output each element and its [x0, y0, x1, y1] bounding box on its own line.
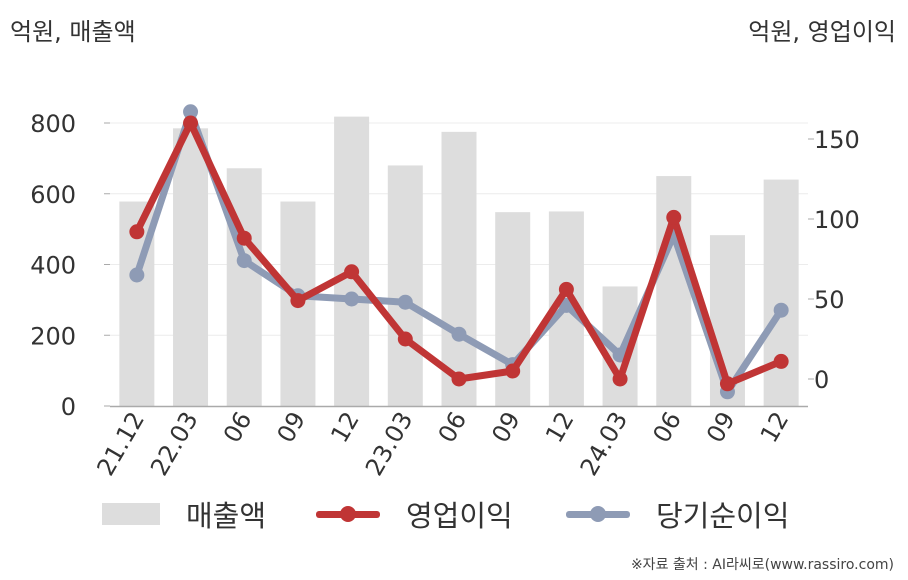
y-right-tick-label: 150 — [814, 126, 860, 154]
bar-revenue — [387, 165, 423, 406]
x-tick-label: 09 — [272, 407, 312, 447]
y-left-tick-label: 0 — [61, 393, 76, 421]
x-tick-label: 23.03 — [360, 407, 419, 481]
point-net-income — [397, 294, 413, 310]
point-operating-profit — [344, 264, 360, 280]
y-left-tick-label: 200 — [30, 322, 76, 350]
x-tick-label: 22.03 — [145, 407, 204, 481]
x-tick-label: 06 — [647, 407, 687, 447]
legend-label-net-income: 당기순이익 — [656, 499, 790, 533]
point-operating-profit — [236, 230, 252, 246]
point-operating-profit — [666, 209, 682, 225]
legend-item-net-income: 당기순이익 — [566, 494, 789, 534]
point-net-income — [773, 302, 789, 318]
bar-revenue — [441, 131, 477, 406]
legend-swatch-revenue — [102, 503, 160, 525]
x-tick-label: 12 — [325, 407, 365, 447]
legend-swatch-net-income — [566, 503, 630, 525]
point-net-income — [129, 267, 145, 283]
x-tick-label: 06 — [218, 407, 258, 447]
y-left-tick-label: 800 — [30, 110, 76, 138]
point-operating-profit — [773, 353, 789, 369]
point-operating-profit — [558, 281, 574, 297]
y-right-tick-label: 0 — [814, 366, 829, 394]
point-operating-profit — [451, 371, 467, 387]
point-operating-profit — [397, 331, 413, 347]
y-right-tick-label: 50 — [814, 286, 845, 314]
bar-revenue — [334, 116, 370, 406]
point-operating-profit — [719, 376, 735, 392]
point-operating-profit — [612, 371, 628, 387]
y-right-tick-label: 100 — [814, 206, 860, 234]
right-axis-unit: 억원, 영업이익 — [748, 18, 896, 46]
x-tick-label: 09 — [701, 407, 741, 447]
point-operating-profit — [505, 363, 521, 379]
legend-item-operating-profit: 영업이익 — [316, 494, 513, 534]
x-tick-label: 12 — [755, 407, 795, 447]
x-tick-label: 09 — [486, 407, 526, 447]
lines — [129, 104, 789, 400]
bars-revenue — [119, 116, 799, 406]
point-net-income — [344, 291, 360, 307]
point-operating-profit — [129, 224, 145, 240]
point-operating-profit — [290, 293, 306, 309]
point-net-income — [183, 104, 199, 120]
y-left-tick-label: 400 — [30, 252, 76, 280]
x-tick-label: 21.12 — [91, 407, 150, 481]
legend-swatch-operating-profit — [316, 503, 380, 525]
x-tick-label: 06 — [433, 407, 473, 447]
bar-revenue — [173, 128, 209, 406]
point-operating-profit — [183, 115, 199, 131]
legend-label-revenue: 매출액 — [186, 499, 267, 533]
x-tick-label: 12 — [540, 407, 580, 447]
left-axis-unit: 억원, 매출액 — [10, 18, 136, 46]
x-tick-label: 24.03 — [575, 407, 634, 481]
legend-item-revenue: 매출액 — [102, 494, 266, 534]
point-net-income — [236, 253, 252, 269]
point-net-income — [451, 326, 467, 342]
source-note: ※자료 출처 : AI라씨로(www.rassiro.com) — [630, 557, 894, 573]
y-left-tick-label: 600 — [30, 181, 76, 209]
legend: 매출액 영업이익 당기순이익 — [0, 494, 908, 534]
legend-label-operating-profit: 영업이익 — [406, 499, 513, 533]
bar-revenue — [763, 179, 799, 406]
